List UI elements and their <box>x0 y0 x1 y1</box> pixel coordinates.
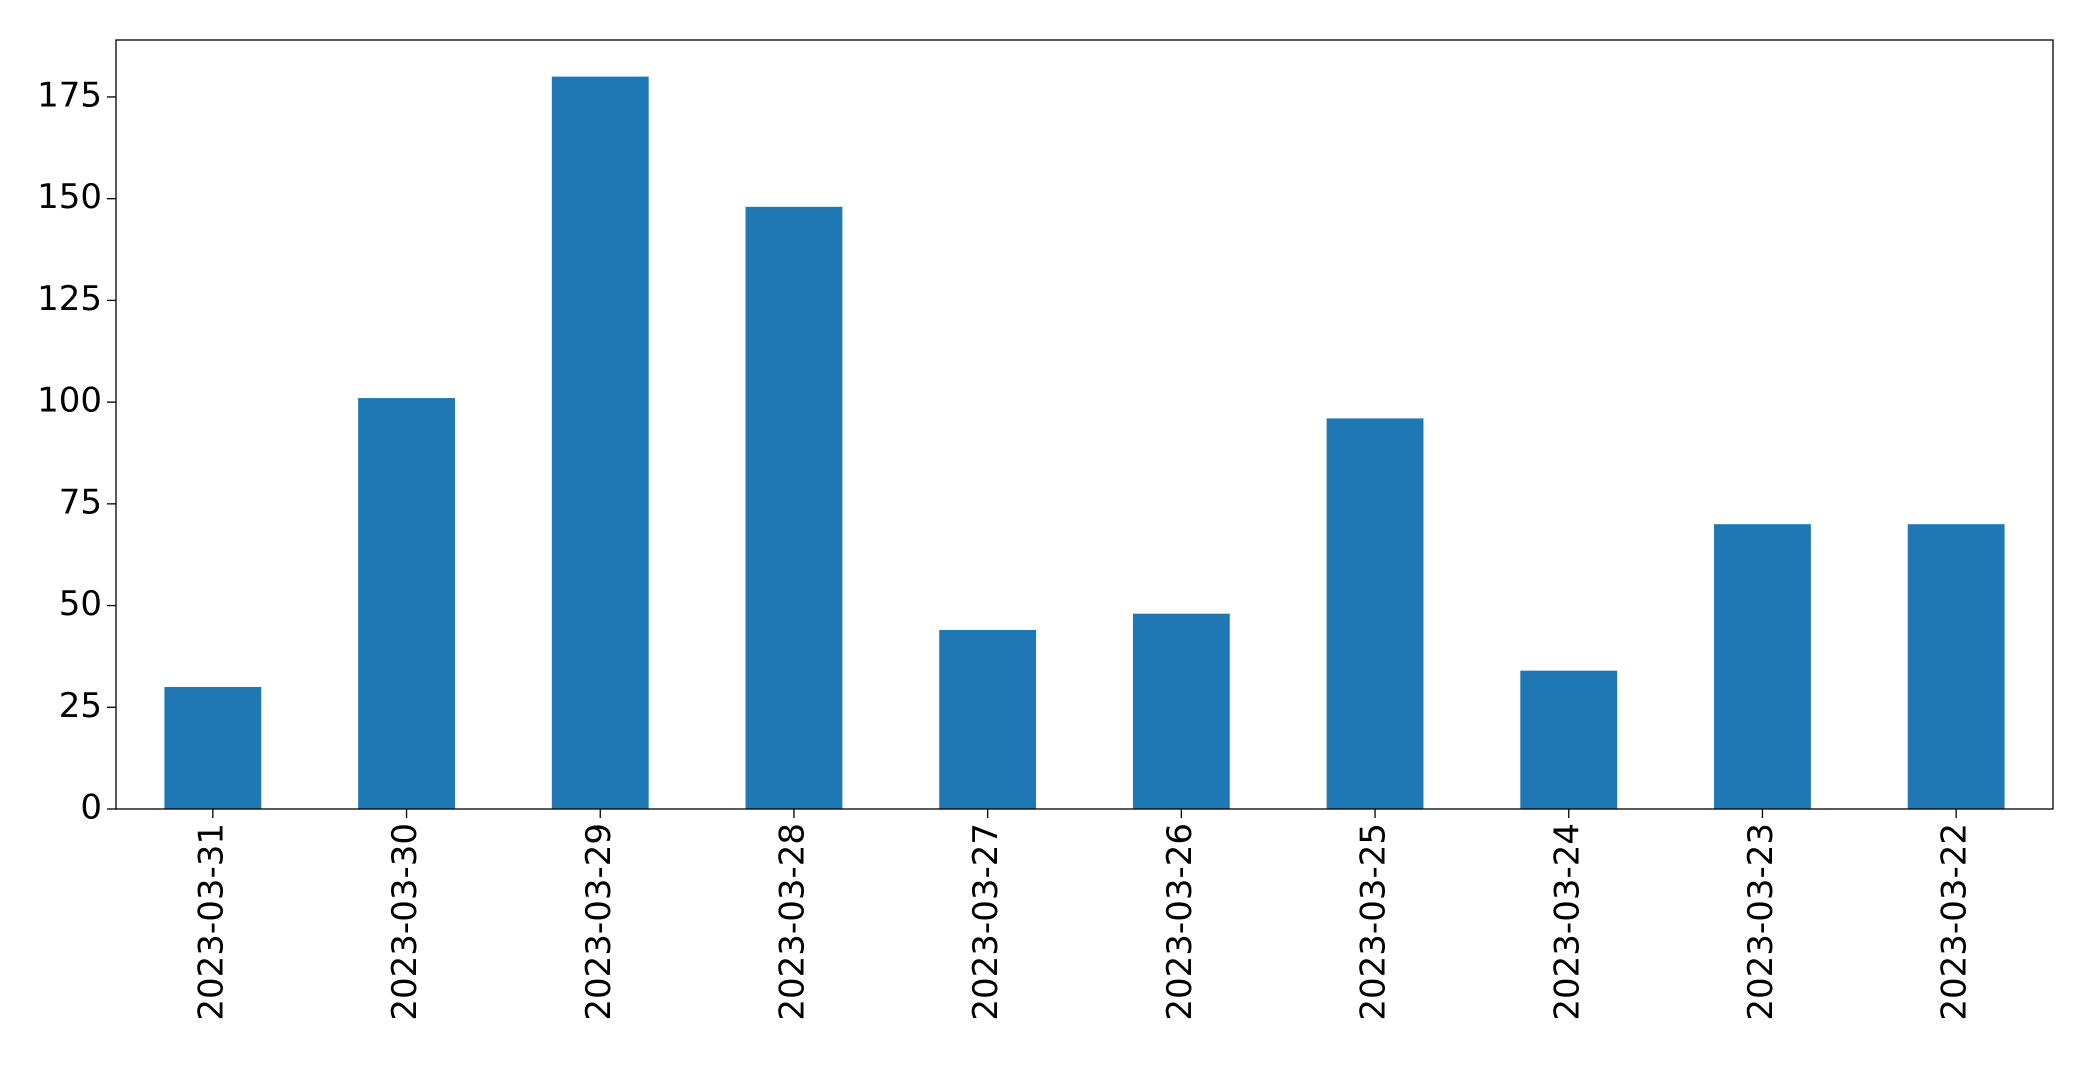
y-tick-label: 75 <box>59 482 102 522</box>
y-tick-label: 175 <box>37 75 102 115</box>
y-tick-label: 25 <box>59 686 102 726</box>
bar <box>939 629 1037 809</box>
x-tick-label: 2023-03-31 <box>191 823 231 1021</box>
bar <box>358 398 455 809</box>
x-tick-label: 2023-03-25 <box>1354 823 1394 1021</box>
bar <box>1907 524 2005 809</box>
plot-frame <box>115 39 2054 810</box>
x-tick-label: 2023-03-24 <box>1547 823 1587 1021</box>
y-tick-label: 50 <box>59 584 102 624</box>
x-tick-label: 2023-03-27 <box>966 823 1006 1021</box>
bar <box>1714 524 1811 809</box>
y-tick-label: 150 <box>37 177 102 217</box>
x-tick-label: 2023-03-30 <box>385 823 425 1021</box>
bar <box>1520 670 1618 809</box>
bar <box>1326 418 1424 809</box>
x-tick-label: 2023-03-22 <box>1935 823 1975 1021</box>
x-tick-label: 2023-03-29 <box>579 823 619 1021</box>
bar <box>551 76 649 810</box>
bar <box>745 206 843 810</box>
bar <box>1132 613 1230 809</box>
bar <box>164 686 262 809</box>
y-tick-label: 0 <box>80 788 102 828</box>
x-tick-label: 2023-03-26 <box>1160 823 1200 1021</box>
x-tick-label: 2023-03-23 <box>1741 823 1781 1021</box>
x-tick-label: 2023-03-28 <box>772 823 812 1021</box>
y-tick-label: 125 <box>37 279 102 319</box>
y-tick-label: 100 <box>37 381 102 421</box>
